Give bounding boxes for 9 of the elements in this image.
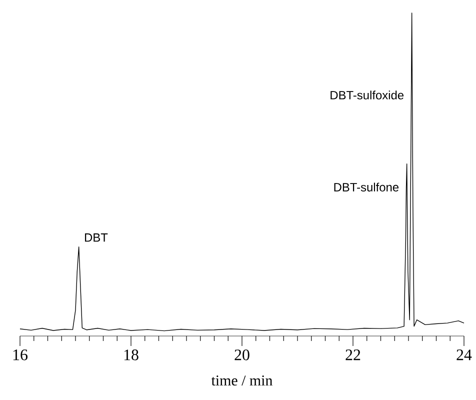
x-tick-label: 16 <box>13 350 28 360</box>
x-axis-title: time / min <box>211 376 272 386</box>
annotation: DBT <box>85 233 108 242</box>
x-tick-label: 22 <box>346 350 360 360</box>
x-tick-label: 20 <box>234 350 250 360</box>
x-tick-label: 18 <box>124 350 138 360</box>
x-tick-label: 24 <box>456 350 472 360</box>
annotation: DBT-sulfone <box>334 182 399 192</box>
annotation: DBT-sulfoxide <box>330 90 404 100</box>
